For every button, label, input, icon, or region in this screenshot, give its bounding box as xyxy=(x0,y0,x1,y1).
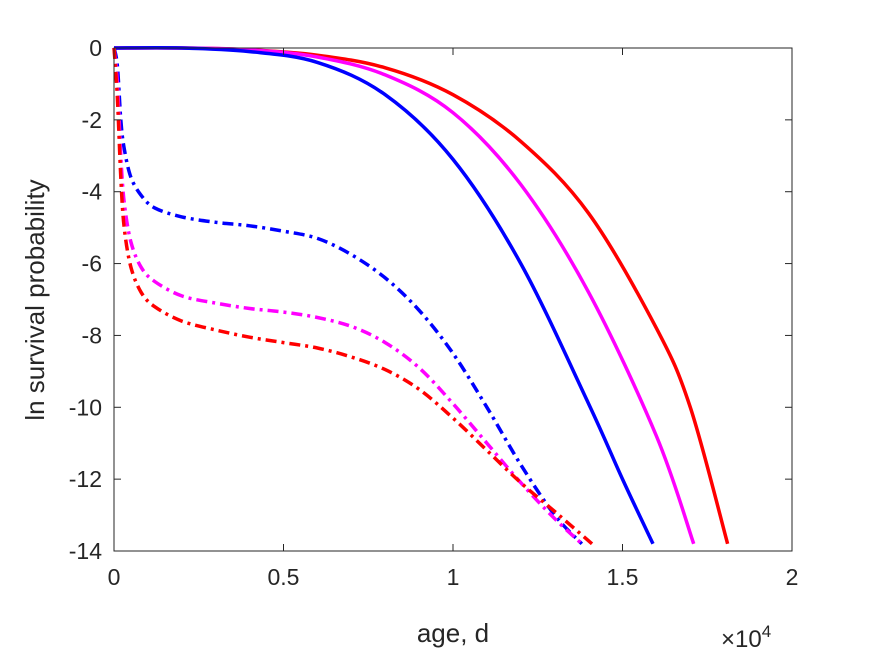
x-tick-label: 1 xyxy=(447,564,460,590)
series-line-3-solid xyxy=(113,45,655,545)
series-layer xyxy=(112,45,730,546)
x-tick-label: 0.5 xyxy=(268,564,300,590)
series-line-4-dashdot xyxy=(112,47,584,546)
plot-area xyxy=(114,48,792,551)
y-tick-label: 0 xyxy=(89,35,102,61)
x-exponent-base: ×10 xyxy=(721,626,762,653)
y-tick-label: -12 xyxy=(69,466,102,492)
y-tick-label: -10 xyxy=(69,394,102,420)
series-line-6-dashdot xyxy=(112,47,594,546)
y-tick-label: -6 xyxy=(82,251,102,277)
x-exponent-power: 4 xyxy=(762,622,771,641)
y-tick-label: -14 xyxy=(69,538,102,564)
x-tick-label: 1.5 xyxy=(607,564,639,590)
tick-layer: 0 0.5 1 1.5 2 0 -2 -4 -6 -8 -10 -12 -14 xyxy=(69,35,799,590)
y-axis-title: ln survival probability xyxy=(20,179,50,420)
series-line-5-dashdot xyxy=(112,47,583,546)
x-exponent-label: ×104 xyxy=(721,622,771,653)
y-tick-label: -4 xyxy=(82,179,103,205)
x-tick-label: 0 xyxy=(108,564,121,590)
y-tick-label: -2 xyxy=(82,107,102,133)
x-tick-label: 2 xyxy=(786,564,799,590)
x-axis-title: age, d xyxy=(417,618,489,648)
y-tick-label: -8 xyxy=(82,322,102,348)
